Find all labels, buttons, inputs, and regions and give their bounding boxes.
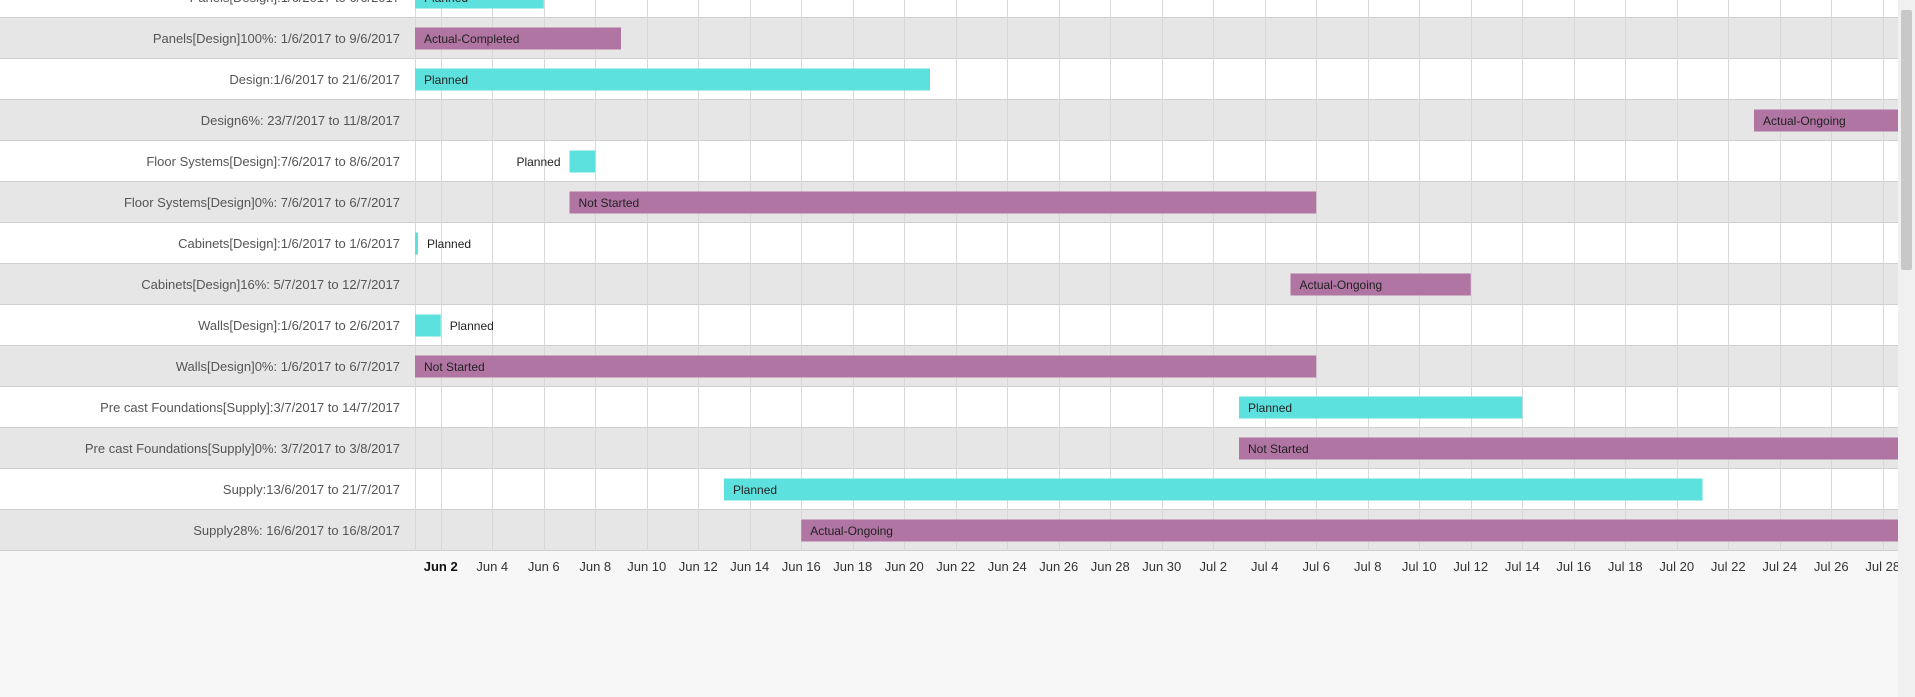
x-tick-label: Jul 2 — [1200, 559, 1227, 574]
bar-label: Planned — [424, 0, 468, 5]
planned-bar[interactable] — [415, 68, 930, 91]
actual-bar[interactable] — [415, 27, 621, 50]
x-tick-label: Jul 10 — [1402, 559, 1437, 574]
x-tick-label: Jun 8 — [579, 559, 611, 574]
row-backgrounds — [0, 17, 1898, 551]
row-label: Panels[Design]100%: 1/6/2017 to 9/6/2017 — [153, 31, 400, 46]
row-label: Walls[Design]:1/6/2017 to 2/6/2017 — [198, 318, 400, 333]
x-tick-label: Jul 14 — [1505, 559, 1540, 574]
row-label: Supply:13/6/2017 to 21/7/2017 — [223, 482, 400, 497]
actual-bar[interactable] — [801, 519, 1898, 542]
x-tick-label: Jul 24 — [1762, 559, 1797, 574]
x-tick-label: Jun 20 — [885, 559, 924, 574]
row-label: Walls[Design]0%: 1/6/2017 to 6/7/2017 — [176, 359, 400, 374]
row-band — [0, 100, 1898, 141]
row-label: Pre cast Foundations[Supply]0%: 3/7/2017… — [85, 441, 400, 456]
bar-label: Planned — [450, 319, 494, 333]
gridlines — [415, 0, 1884, 551]
row-labels: Panels[Design]:1/6/2017 to 6/6/2017 Panel… — [85, 0, 400, 538]
row-label: Pre cast Foundations[Supply]:3/7/2017 to… — [100, 400, 400, 415]
bar-label: Not Started — [424, 360, 485, 374]
row-label: Design:1/6/2017 to 21/6/2017 — [229, 72, 400, 87]
bars: Planned Actual-Completed Planned Actual-Ong… — [415, 0, 1898, 542]
x-tick-label: Jun 12 — [679, 559, 718, 574]
row-label: Panels[Design]:1/6/2017 to 6/6/2017 — [190, 0, 400, 5]
actual-bar[interactable] — [415, 355, 1317, 378]
x-tick-label: Jul 22 — [1711, 559, 1746, 574]
row-label: Supply28%: 16/6/2017 to 16/8/2017 — [193, 523, 400, 538]
x-tick-label: Jun 18 — [833, 559, 872, 574]
x-tick-label: Jun 6 — [528, 559, 560, 574]
bar-label: Not Started — [579, 196, 640, 210]
planned-bar[interactable] — [1239, 396, 1523, 419]
row-band — [0, 18, 1898, 59]
bar-label: Actual-Ongoing — [1300, 278, 1383, 292]
bar-label: Actual-Completed — [424, 32, 519, 46]
bar-label: Planned — [1248, 401, 1292, 415]
x-tick-label: Jun 4 — [476, 559, 508, 574]
planned-bar[interactable] — [415, 232, 418, 255]
x-tick-label: Jul 26 — [1814, 559, 1849, 574]
row-label: Design6%: 23/7/2017 to 11/8/2017 — [201, 113, 400, 128]
x-tick-label: Jun 24 — [988, 559, 1027, 574]
row-band — [0, 264, 1898, 305]
x-tick-label: Jul 6 — [1303, 559, 1330, 574]
bar-label: Actual-Ongoing — [1763, 114, 1846, 128]
x-tick-label: Jun 28 — [1091, 559, 1130, 574]
bar-label: Planned — [427, 237, 471, 251]
bar-label: Planned — [424, 73, 468, 87]
x-tick-label: Jun 22 — [936, 559, 975, 574]
x-axis: Jun 2 Jun 4 Jun 6 Jun 8 Jun 10 Jun 12 Jun 14 Ju… — [424, 559, 1898, 574]
bar-label: Planned — [516, 155, 560, 169]
x-tick-label: Jun 30 — [1142, 559, 1181, 574]
x-tick-label: Jul 18 — [1608, 559, 1643, 574]
scrollbar-thumb[interactable] — [1901, 10, 1912, 270]
x-tick-label: Jul 28 — [1865, 559, 1898, 574]
row-label: Floor Systems[Design]:7/6/2017 to 8/6/20… — [146, 154, 400, 169]
planned-bar[interactable] — [569, 150, 596, 173]
planned-bar[interactable] — [415, 314, 441, 337]
x-tick-label: Jul 20 — [1659, 559, 1694, 574]
x-tick-label: Jun 2 — [424, 559, 458, 574]
x-tick-label: Jun 10 — [627, 559, 666, 574]
x-tick-label: Jul 16 — [1556, 559, 1591, 574]
row-label: Cabinets[Design]16%: 5/7/2017 to 12/7/20… — [141, 277, 400, 292]
bar-label: Planned — [733, 483, 777, 497]
row-label: Cabinets[Design]:1/6/2017 to 1/6/2017 — [178, 236, 400, 251]
x-tick-label: Jul 8 — [1354, 559, 1381, 574]
x-tick-label: Jun 26 — [1039, 559, 1078, 574]
bar-label: Not Started — [1248, 442, 1309, 456]
bar-label: Actual-Ongoing — [810, 524, 893, 538]
actual-bar[interactable] — [1239, 437, 1898, 460]
x-tick-label: Jul 4 — [1251, 559, 1278, 574]
row-label: Floor Systems[Design]0%: 7/6/2017 to 6/7… — [124, 195, 400, 210]
actual-bar[interactable] — [569, 191, 1317, 214]
actual-bar[interactable] — [1290, 273, 1471, 296]
x-tick-label: Jun 14 — [730, 559, 769, 574]
x-tick-label: Jun 16 — [782, 559, 821, 574]
actual-bar[interactable] — [1754, 109, 1898, 132]
x-tick-label: Jul 12 — [1453, 559, 1488, 574]
planned-bar[interactable] — [415, 0, 544, 9]
planned-bar[interactable] — [724, 478, 1703, 501]
